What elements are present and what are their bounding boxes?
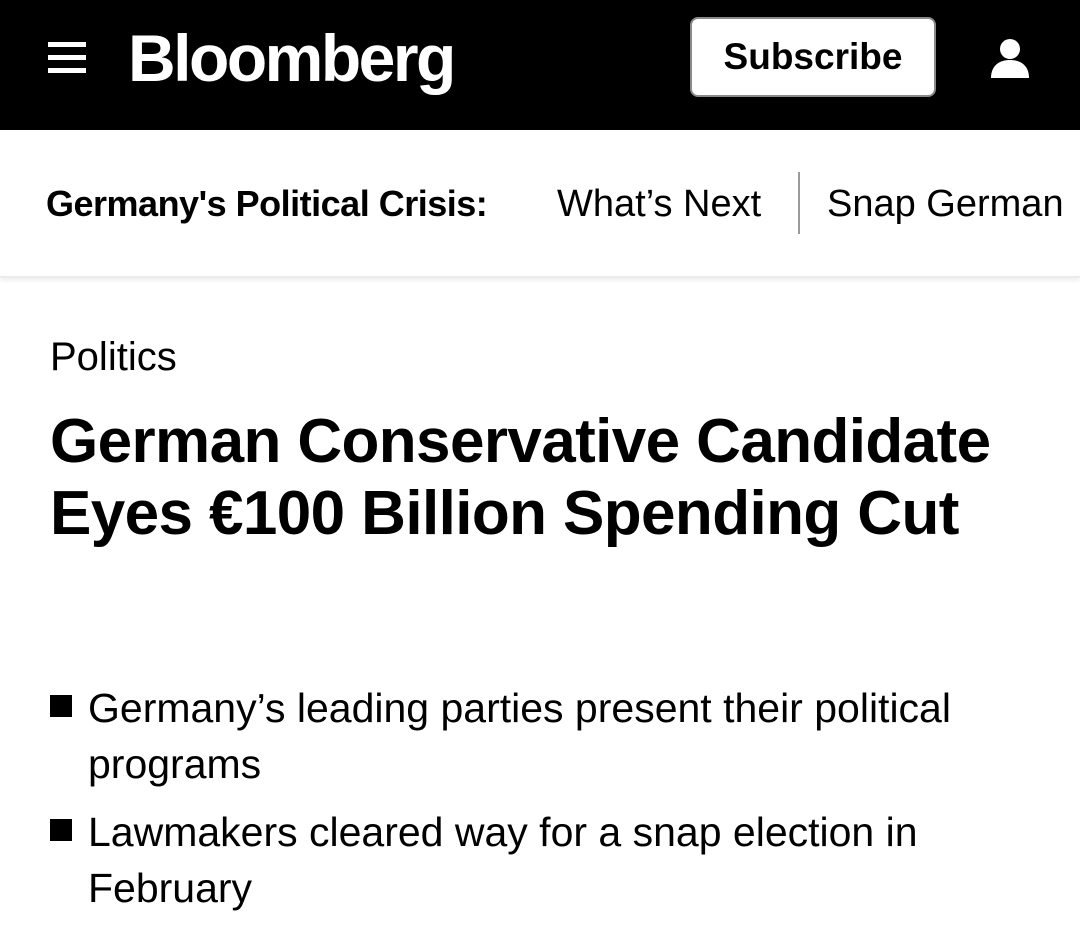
top-navigation-bar: Bloomberg Subscribe — [0, 0, 1080, 130]
subnav-link-whats-next[interactable]: What’s Next — [557, 183, 762, 225]
hamburger-menu-icon[interactable] — [48, 42, 86, 74]
article-headline: German Conservative Candidate Eyes €100 … — [50, 407, 991, 548]
article-summary-list: Germany’s leading parties present their … — [50, 680, 1050, 928]
subnav-link-snap-german[interactable]: Snap German — [827, 183, 1064, 225]
subscribe-button[interactable]: Subscribe — [690, 17, 936, 97]
user-icon[interactable] — [985, 34, 1035, 84]
subnav-divider — [798, 172, 800, 234]
topic-subnav: Germany's Political Crisis: What’s Next … — [0, 130, 1080, 278]
brand-logo[interactable]: Bloomberg — [128, 21, 456, 95]
summary-bullet: Germany’s leading parties present their … — [50, 680, 1050, 792]
summary-bullet-text: Germany’s leading parties present their … — [88, 685, 951, 787]
summary-bullet-text: Lawmakers cleared way for a snap electio… — [88, 809, 918, 911]
topic-title: Germany's Political Crisis: — [46, 183, 488, 224]
section-label[interactable]: Politics — [50, 335, 177, 379]
bullet-square-icon — [50, 819, 72, 841]
summary-bullet: Lawmakers cleared way for a snap electio… — [50, 804, 1050, 916]
bullet-square-icon — [50, 695, 72, 717]
